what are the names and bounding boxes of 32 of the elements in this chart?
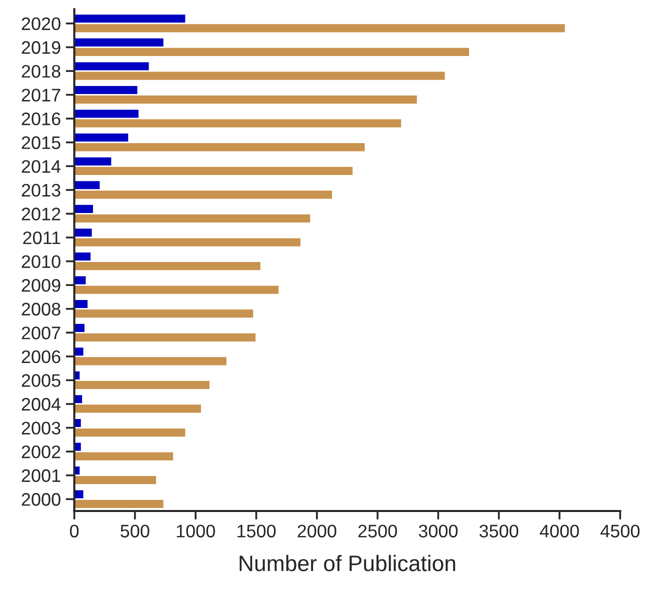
y-tick-label: 2009 (22, 279, 60, 292)
x-tick-label: 1000 (176, 524, 215, 538)
y-tick-label: 2006 (22, 350, 60, 364)
x-axis-title: Number of Publication (240, 554, 456, 572)
x-tick-label: 2000 (298, 524, 336, 538)
y-tick-label: 2002 (22, 445, 60, 458)
x-tick-label: 0 (70, 524, 79, 538)
y-tick-label: 2004 (22, 398, 61, 411)
x-tick-label: 3000 (418, 524, 458, 538)
y-tick-label: 2001 (22, 469, 60, 482)
y-tick-label: 2003 (22, 422, 60, 434)
y-tick-label: 2020 (22, 17, 60, 30)
x-tick-label: 3500 (479, 524, 518, 538)
y-tick-label: 2017 (22, 88, 60, 102)
x-tick-label: 1500 (238, 524, 276, 538)
x-tick-label: 4500 (600, 524, 640, 538)
y-tick-label: 2014 (22, 160, 61, 173)
x-tick-label: 2500 (358, 524, 397, 538)
y-tick-label: 2007 (22, 326, 60, 340)
y-tick-label: 2016 (22, 112, 60, 126)
y-tick-label: 2012 (22, 208, 60, 220)
y-tick-label: 2008 (22, 302, 60, 316)
y-tick-label: 2015 (22, 136, 60, 150)
y-tick-label: 2019 (22, 41, 60, 54)
y-tick-label: 2011 (23, 231, 60, 244)
y-tick-label: 2013 (22, 184, 60, 197)
y-tick-label: 2018 (22, 64, 60, 78)
x-tick-label: 500 (120, 524, 150, 538)
y-tick-label: 2000 (22, 493, 60, 506)
y-tick-label: 2005 (22, 374, 60, 387)
x-tick-label: 4000 (540, 524, 579, 538)
y-tick-label: 2010 (22, 255, 60, 268)
